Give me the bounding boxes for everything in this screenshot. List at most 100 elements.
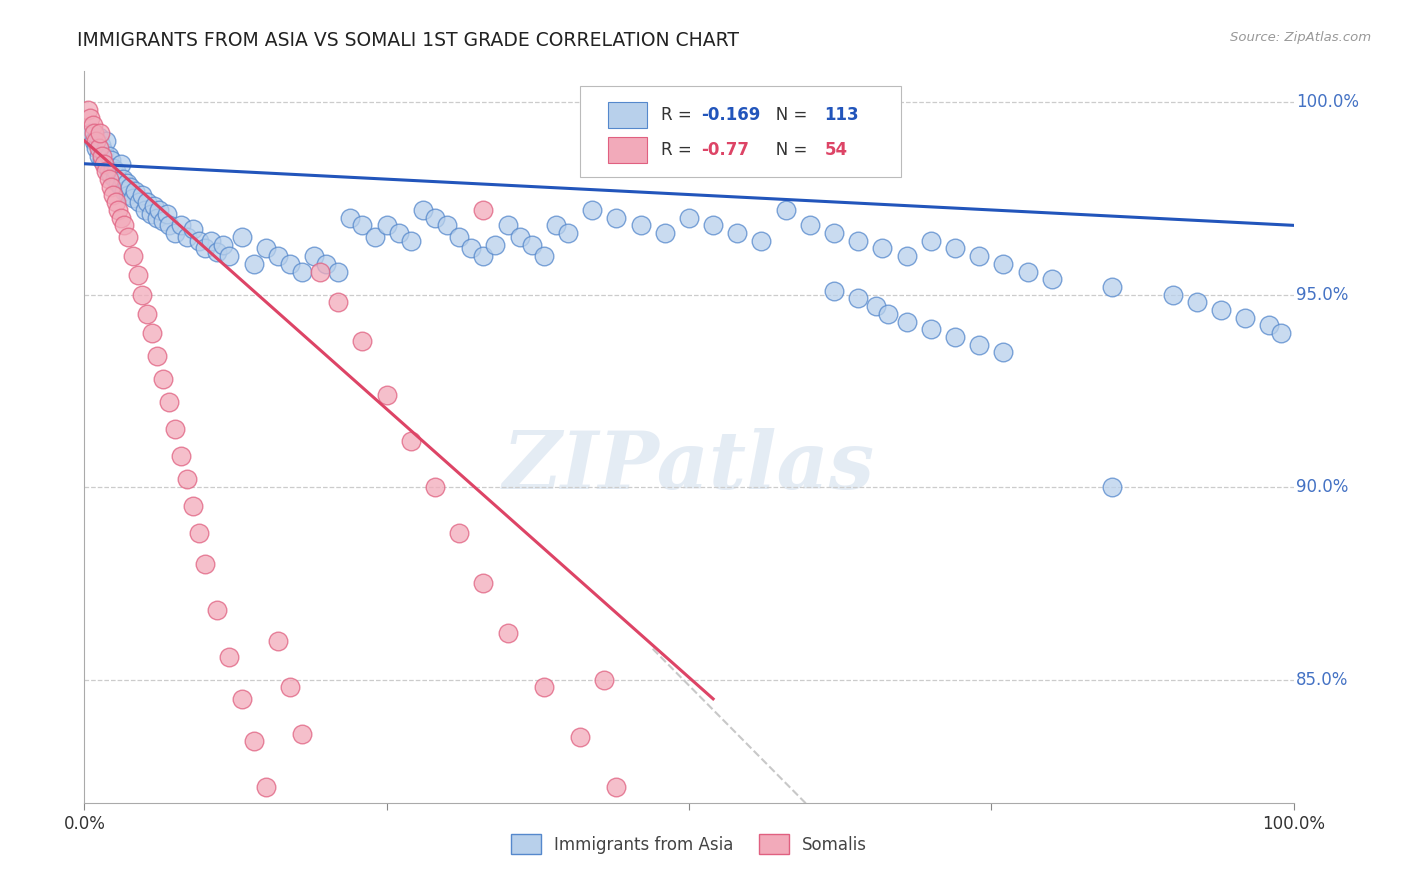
Point	[352, 334, 374, 348]
Point	[267, 634, 290, 648]
Legend: Immigrants from Asia, Somalis: Immigrants from Asia, Somalis	[505, 828, 873, 860]
Text: N =: N =	[761, 106, 813, 124]
Point	[702, 219, 724, 233]
Point	[472, 249, 495, 263]
Point	[254, 242, 277, 256]
Point	[170, 219, 193, 233]
Point	[605, 211, 627, 225]
Text: 113: 113	[824, 106, 859, 124]
Point	[146, 349, 169, 363]
Point	[83, 134, 105, 148]
Point	[94, 164, 117, 178]
Text: ZIPatlas: ZIPatlas	[503, 427, 875, 505]
Point	[846, 234, 869, 248]
Point	[121, 249, 143, 263]
Point	[877, 307, 900, 321]
Point	[194, 557, 217, 571]
Point	[328, 264, 350, 278]
Point	[423, 211, 446, 225]
Point	[302, 249, 325, 263]
Point	[751, 234, 773, 248]
Point	[87, 129, 110, 144]
Point	[207, 603, 229, 617]
Point	[460, 242, 482, 256]
Point	[775, 202, 797, 217]
Point	[896, 249, 918, 263]
Text: -0.77: -0.77	[702, 141, 749, 159]
Point	[993, 345, 1015, 359]
Point	[97, 172, 120, 186]
Point	[93, 157, 115, 171]
Point	[89, 126, 111, 140]
Point	[1234, 310, 1257, 325]
Point	[231, 230, 253, 244]
Text: N =: N =	[761, 141, 813, 159]
Point	[112, 172, 135, 186]
FancyBboxPatch shape	[607, 137, 647, 163]
Point	[136, 307, 159, 321]
Text: 100.0%: 100.0%	[1296, 93, 1360, 112]
Point	[291, 726, 314, 740]
Point	[449, 526, 471, 541]
Point	[104, 164, 127, 178]
Point	[157, 219, 180, 233]
Point	[920, 322, 942, 336]
Point	[242, 734, 264, 748]
Point	[943, 242, 966, 256]
Text: R =: R =	[661, 106, 697, 124]
Point	[339, 211, 361, 225]
Point	[375, 388, 398, 402]
Point	[1209, 303, 1232, 318]
Point	[569, 731, 592, 745]
Point	[544, 219, 567, 233]
Point	[165, 226, 187, 240]
Text: 90.0%: 90.0%	[1296, 478, 1348, 496]
Point	[157, 395, 180, 409]
Point	[436, 219, 458, 233]
Point	[865, 299, 887, 313]
Point	[484, 237, 506, 252]
Point	[152, 214, 174, 228]
Point	[107, 202, 129, 217]
Point	[920, 234, 942, 248]
Point	[79, 111, 101, 125]
Point	[1101, 480, 1123, 494]
Point	[110, 157, 132, 171]
Point	[127, 268, 149, 283]
Point	[148, 202, 170, 217]
Point	[799, 219, 821, 233]
FancyBboxPatch shape	[607, 102, 647, 128]
Point	[124, 184, 146, 198]
FancyBboxPatch shape	[581, 86, 901, 178]
Point	[1040, 272, 1063, 286]
Point	[110, 211, 132, 225]
Point	[218, 249, 240, 263]
Point	[97, 164, 120, 178]
Point	[181, 222, 204, 236]
Point	[399, 434, 422, 448]
Point	[823, 284, 845, 298]
Point	[943, 330, 966, 344]
Point	[725, 226, 748, 240]
Point	[496, 219, 519, 233]
Point	[846, 292, 869, 306]
Point	[143, 199, 166, 213]
Text: Source: ZipAtlas.com: Source: ZipAtlas.com	[1230, 31, 1371, 45]
Point	[278, 257, 301, 271]
Point	[128, 195, 150, 210]
Point	[278, 681, 301, 695]
Point	[533, 249, 555, 263]
Point	[77, 103, 100, 117]
Point	[100, 179, 122, 194]
Point	[200, 234, 222, 248]
Point	[1270, 326, 1292, 340]
Text: -0.169: -0.169	[702, 106, 761, 124]
Point	[79, 126, 101, 140]
Point	[593, 673, 616, 687]
Point	[91, 149, 114, 163]
Point	[533, 681, 555, 695]
Point	[267, 249, 290, 263]
Point	[472, 576, 495, 591]
Point	[100, 169, 122, 183]
Point	[104, 195, 127, 210]
